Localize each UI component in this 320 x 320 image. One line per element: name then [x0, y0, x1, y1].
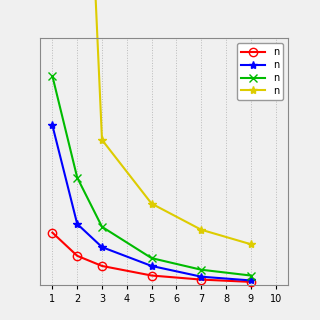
n — [51, 124, 54, 127]
n — [51, 74, 54, 78]
n — [51, 231, 54, 235]
Legend: n, n, n, n: n, n, n, n — [237, 43, 283, 100]
n — [75, 222, 79, 226]
n — [100, 138, 104, 142]
n — [150, 202, 154, 205]
n — [249, 242, 253, 246]
Line: n: n — [48, 0, 255, 248]
n — [199, 275, 203, 279]
n — [100, 225, 104, 229]
n — [199, 228, 203, 232]
n — [150, 274, 154, 277]
n — [150, 264, 154, 268]
n — [249, 278, 253, 282]
n — [199, 268, 203, 272]
Line: n: n — [48, 72, 255, 280]
n — [249, 274, 253, 277]
n — [199, 278, 203, 282]
n — [100, 264, 104, 268]
n — [75, 176, 79, 180]
n — [100, 245, 104, 249]
Line: n: n — [48, 121, 255, 284]
n — [150, 256, 154, 260]
Line: n: n — [48, 228, 255, 286]
n — [75, 254, 79, 258]
n — [249, 280, 253, 284]
